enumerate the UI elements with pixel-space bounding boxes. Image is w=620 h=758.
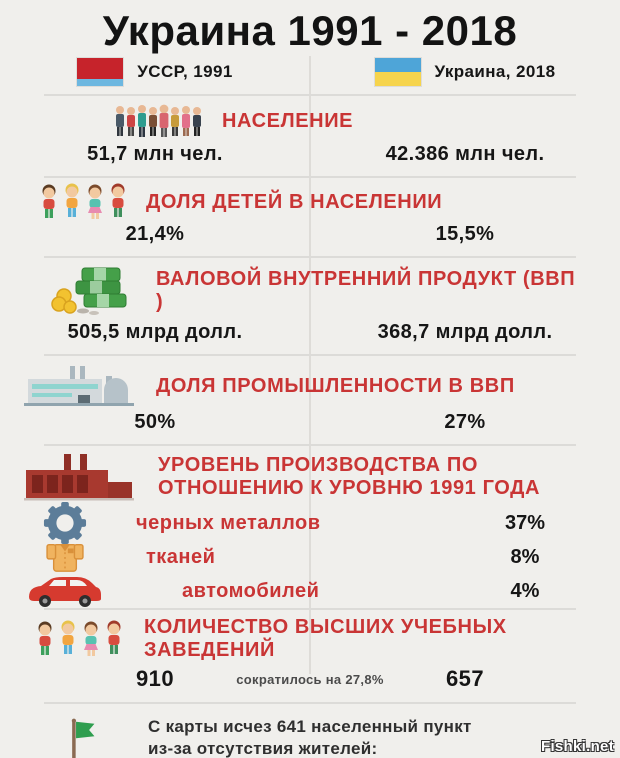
ukraine-flag-icon: [374, 58, 421, 87]
page-title: Украина 1991 - 2018: [102, 7, 518, 54]
universities-value-1991: 910: [136, 666, 174, 692]
production-value-cars: 4%: [510, 579, 540, 602]
production-value-fabrics: 8%: [510, 545, 540, 568]
population-value-2018: 42.386 млн чел.: [385, 143, 545, 166]
production-row-fabrics: тканей 8%: [0, 540, 620, 574]
industry-share-value-1991: 50%: [134, 411, 176, 434]
section-divider: [44, 256, 576, 259]
section-divider: [44, 354, 576, 357]
section-population: НАСЕЛЕНИЕ 51,7 млн чел. 42.386 млн чел.: [0, 96, 620, 176]
universities-value-2018: 657: [446, 666, 484, 692]
production-label-metals: черных металлов: [136, 511, 321, 534]
section-divider: [44, 702, 576, 705]
section-gdp: ВАЛОВОЙ ВНУТРЕННИЙ ПРОДУКТ (ВВП ) 505,5 …: [0, 258, 620, 354]
red-factory-icon: [22, 452, 136, 502]
gear-icon: [0, 501, 130, 545]
legend: УССР, 1991 Украина, 2018: [0, 56, 620, 94]
footer-line-2: из-за отсутствия жителей:: [148, 739, 378, 758]
money-icon: [50, 264, 130, 318]
section-universities: КОЛИЧЕСТВО ВЫСШИХ УЧЕБНЫХ ЗАВЕДЕНИЙ 910 …: [0, 610, 620, 702]
section-title-population: НАСЕЛЕНИЕ: [222, 109, 354, 132]
people-icon: [112, 102, 204, 140]
children-share-value-2018: 15,5%: [435, 223, 495, 246]
production-label-cars: автомобилей: [182, 579, 320, 602]
children-share-value-1991: 21,4%: [125, 223, 185, 246]
section-title-production-level: УРОВЕНЬ ПРОИЗВОДСТВА ПО ОТНОШЕНИЮ К УРОВ…: [158, 454, 541, 500]
legend-item-ussr: УССР, 1991: [0, 58, 310, 87]
legend-item-ukraine: Украина, 2018: [310, 58, 620, 87]
footer-line-1: С карты исчез 641 населенный пункт: [148, 717, 472, 737]
section-industry-share: ДОЛЯ ПРОМЫШЛЕННОСТИ В ВВП 50% 27%: [0, 356, 620, 444]
production-value-metals: 37%: [504, 511, 546, 534]
section-divider: [44, 444, 576, 447]
production-row-cars: автомобилей 4%: [0, 574, 620, 608]
center-divider-line: [309, 56, 311, 674]
production-label-fabrics: тканей: [146, 545, 216, 568]
section-production-level: УРОВЕНЬ ПРОИЗВОДСТВА ПО ОТНОШЕНИЮ К УРОВ…: [0, 446, 620, 608]
section-divider: [44, 176, 576, 179]
children-icon: [36, 182, 130, 222]
industry-share-value-2018: 27%: [444, 411, 486, 434]
section-title-children-share: ДОЛЯ ДЕТЕЙ В НАСЕЛЕНИИ: [146, 190, 443, 213]
legend-label-ussr: УССР, 1991: [137, 62, 233, 82]
legend-label-ukraine: Украина, 2018: [434, 62, 556, 82]
footer-settlements: С карты исчез 641 населенный пункт из-за…: [0, 704, 620, 758]
section-divider: [44, 608, 576, 611]
gdp-value-1991: 505,5 млрд долл.: [67, 321, 243, 344]
population-value-1991: 51,7 млн чел.: [87, 143, 223, 166]
section-children-share: ДОЛЯ ДЕТЕЙ В НАСЕЛЕНИИ 21,4% 15,5%: [0, 178, 620, 256]
section-title-gdp: ВАЛОВОЙ ВНУТРЕННИЙ ПРОДУКТ (ВВП ): [156, 268, 576, 314]
flag-icon: [56, 714, 98, 758]
gdp-value-2018: 368,7 млрд долл.: [377, 321, 553, 344]
factory-icon: [22, 364, 136, 408]
car-icon: [0, 574, 130, 608]
shirt-icon: [0, 540, 130, 574]
watermark: Fishki.net: [540, 738, 614, 755]
section-title-universities: КОЛИЧЕСТВО ВЫСШИХ УЧЕБНЫХ ЗАВЕДЕНИЙ: [144, 616, 507, 662]
universities-note: сократилось на 27,8%: [236, 672, 384, 688]
section-divider: [44, 94, 576, 97]
section-title-industry-share: ДОЛЯ ПРОМЫШЛЕННОСТИ В ВВП: [156, 374, 515, 397]
production-row-metals: черных металлов 37%: [0, 502, 620, 545]
ussr-flag-icon: [77, 58, 124, 87]
children-icon: [32, 619, 126, 659]
